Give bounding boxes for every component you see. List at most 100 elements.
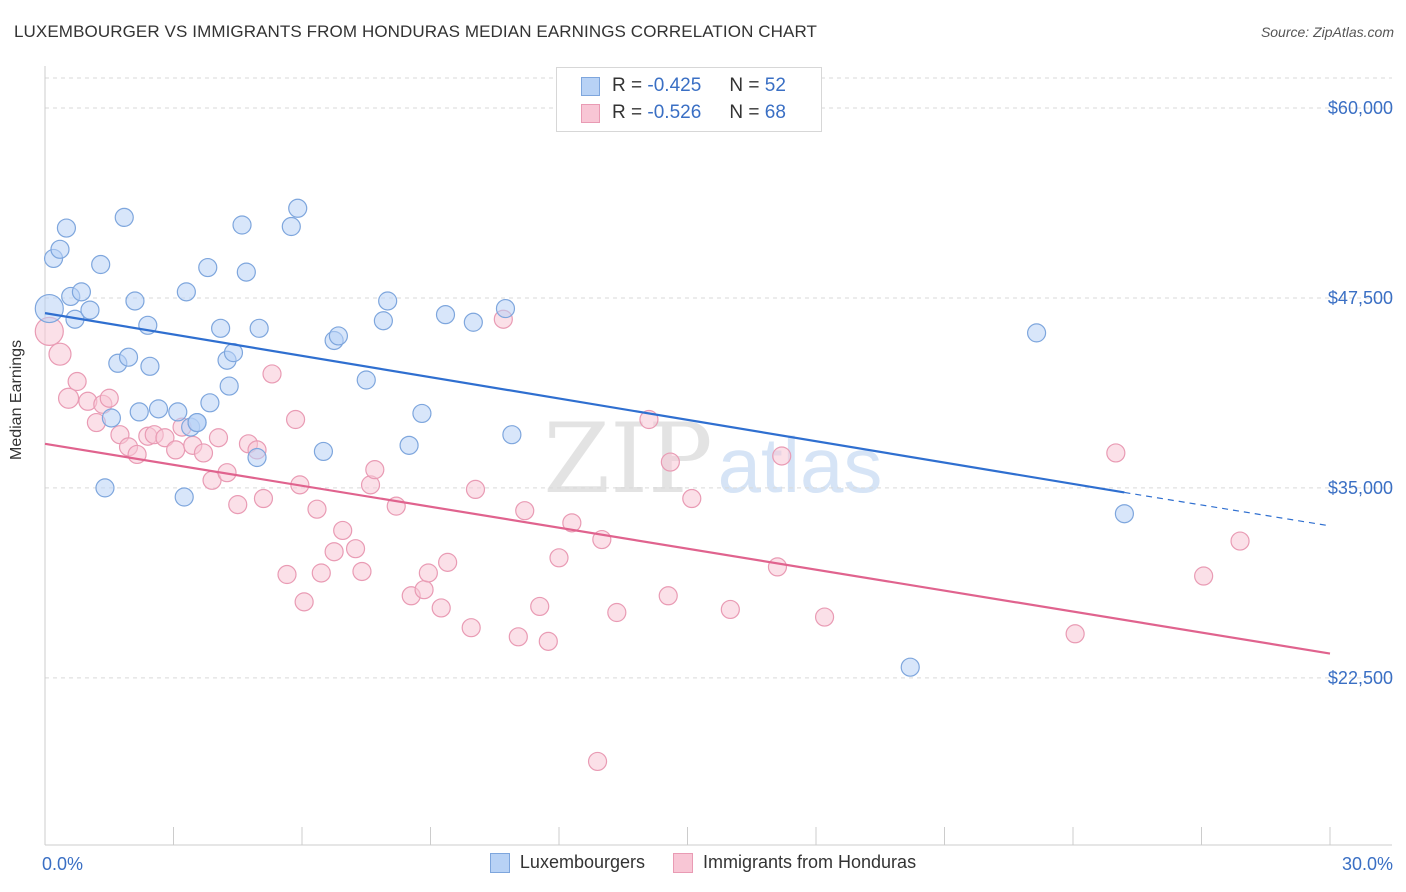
- point-honduras: [720, 599, 740, 620]
- axes: [44, 66, 1392, 846]
- legend-n-value: 52: [764, 75, 786, 96]
- point-honduras: [67, 371, 87, 392]
- point-luxembourger: [232, 215, 252, 235]
- point-luxembourger: [378, 291, 398, 311]
- point-luxembourger: [356, 370, 376, 390]
- legend-row-luxembourgers: R = -0.425 N = 52: [581, 73, 786, 99]
- point-honduras: [682, 488, 702, 509]
- correlation-legend: R = -0.425 N = 52 R = -0.526 N = 68: [556, 67, 822, 132]
- point-luxembourger: [502, 425, 522, 445]
- point-honduras: [193, 443, 214, 463]
- point-luxembourger: [328, 326, 349, 346]
- chart-title: LUXEMBOURGER VS IMMIGRANTS FROM HONDURAS…: [14, 22, 818, 41]
- legend-r-label: R =: [612, 102, 643, 123]
- point-honduras: [515, 501, 535, 521]
- point-luxembourger: [373, 311, 393, 331]
- point-luxembourger: [114, 207, 134, 228]
- point-honduras: [208, 428, 229, 448]
- legend-n-value: 68: [764, 102, 786, 123]
- point-honduras: [294, 592, 314, 612]
- point-luxembourger: [34, 293, 64, 324]
- point-luxembourger: [198, 257, 218, 278]
- gridlines: [45, 77, 1392, 679]
- point-honduras: [431, 598, 451, 618]
- legend-item-luxembourgers[interactable]: Luxembourgers: [489, 852, 645, 873]
- point-luxembourger: [125, 291, 145, 311]
- point-luxembourger: [219, 376, 239, 396]
- point-honduras: [508, 627, 528, 647]
- point-honduras: [465, 479, 486, 500]
- point-luxembourger: [399, 435, 419, 455]
- point-honduras: [285, 409, 306, 430]
- point-luxembourger: [412, 403, 432, 424]
- point-honduras: [99, 388, 119, 408]
- point-luxembourger: [211, 318, 231, 338]
- trend-line-luxembourgers-extension: [1124, 491, 1331, 527]
- point-honduras: [262, 364, 282, 384]
- point-luxembourger: [1114, 504, 1135, 524]
- y-tick-label: $47,500: [1328, 288, 1393, 308]
- x-tick-label: 0.0%: [42, 854, 83, 874]
- series-legend: Luxembourgers Immigrants from Honduras: [0, 852, 1406, 873]
- point-honduras: [607, 602, 627, 623]
- point-luxembourger: [900, 657, 920, 677]
- legend-label: Luxembourgers: [519, 852, 645, 872]
- point-luxembourger: [71, 282, 92, 302]
- legend-n-label: N =: [729, 75, 760, 96]
- point-luxembourger: [176, 282, 196, 302]
- point-honduras: [365, 460, 385, 480]
- point-honduras: [549, 548, 569, 568]
- x-tick-labels: 0.0% 30.0%: [42, 854, 1393, 874]
- point-luxembourger: [101, 408, 121, 428]
- point-luxembourger: [1026, 323, 1047, 343]
- point-honduras: [587, 751, 608, 772]
- point-luxembourger: [148, 399, 169, 419]
- point-honduras: [166, 440, 186, 460]
- point-luxembourger: [288, 198, 308, 218]
- x-tick-label: 30.0%: [1342, 854, 1393, 874]
- y-axis-label: Median Earnings: [8, 339, 25, 460]
- point-honduras: [253, 488, 274, 509]
- y-tick-label: $60,000: [1328, 98, 1393, 118]
- point-honduras: [333, 520, 353, 541]
- point-luxembourger: [174, 487, 194, 507]
- y-tick-label: $35,000: [1328, 478, 1393, 498]
- trend-line-honduras: [44, 442, 1331, 655]
- legend-label: Immigrants from Honduras: [703, 852, 917, 872]
- point-luxembourger: [200, 393, 220, 413]
- point-honduras: [767, 557, 788, 577]
- point-luxembourger: [187, 412, 207, 433]
- point-honduras: [1230, 531, 1250, 551]
- legend-swatch-blue: [581, 76, 600, 96]
- legend-r-value: -0.425: [647, 75, 702, 96]
- point-honduras: [660, 452, 680, 472]
- series-immigrants-from-honduras: [34, 309, 1250, 772]
- point-luxembourger: [236, 262, 256, 282]
- point-luxembourger: [435, 305, 456, 325]
- point-honduras: [324, 542, 344, 562]
- point-honduras: [658, 586, 678, 606]
- point-honduras: [57, 387, 80, 409]
- point-honduras: [228, 495, 248, 515]
- legend-row-honduras: R = -0.526 N = 68: [581, 100, 786, 126]
- point-honduras: [1106, 443, 1126, 463]
- point-honduras: [438, 552, 458, 572]
- point-luxembourger: [281, 216, 301, 237]
- point-honduras: [345, 539, 366, 559]
- point-luxembourger: [168, 402, 188, 422]
- trend-lines: [44, 312, 1331, 655]
- point-luxembourger: [95, 478, 115, 498]
- point-luxembourger: [80, 300, 100, 320]
- source-credit: Source: ZipAtlas.com: [1260, 24, 1394, 40]
- point-honduras: [311, 563, 331, 583]
- point-honduras: [461, 618, 481, 638]
- point-luxembourger: [91, 254, 111, 275]
- point-luxembourger: [463, 312, 483, 332]
- y-tick-label: $22,500: [1328, 668, 1393, 688]
- point-honduras: [814, 607, 835, 627]
- point-honduras: [48, 342, 72, 366]
- legend-swatch-pink: [581, 103, 600, 123]
- legend-item-honduras[interactable]: Immigrants from Honduras: [673, 852, 916, 873]
- point-honduras: [414, 580, 434, 600]
